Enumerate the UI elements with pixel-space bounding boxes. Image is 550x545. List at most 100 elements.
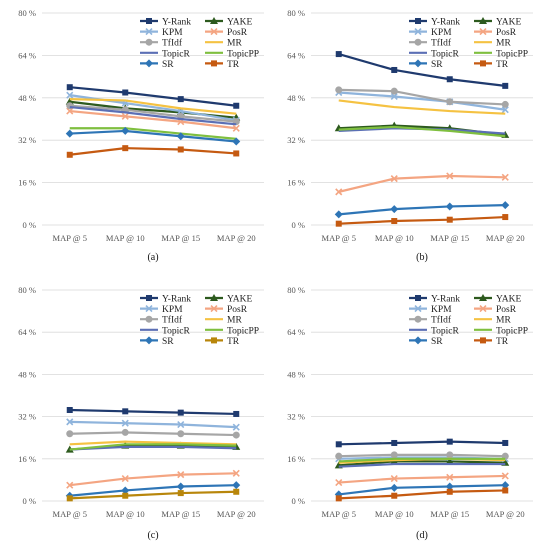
data-point-tfidf	[66, 430, 74, 438]
data-point-posr	[232, 469, 240, 477]
data-point-sr	[390, 205, 399, 214]
series-line-mr	[69, 98, 237, 115]
legend-marker	[480, 337, 486, 344]
data-point-y-rank	[233, 410, 240, 417]
legend-marker	[211, 337, 217, 344]
data-point-posr	[66, 481, 74, 489]
series-line-topicpp	[338, 457, 506, 463]
data-point-tr	[391, 492, 398, 499]
legend-marker	[210, 305, 218, 313]
data-point-posr	[177, 471, 185, 479]
series-line-posr	[338, 174, 506, 193]
series-line-sr	[69, 484, 237, 497]
chart-panel-3: 0 % 16 % 32 % 48 % 64 % 80 % MAP @ 5 MAP @ 10 MA…	[18, 285, 264, 541]
series-line-posr	[69, 472, 237, 487]
data-point-tr	[335, 220, 342, 227]
data-point-tr	[66, 151, 73, 158]
legend-label: TfIdf	[431, 315, 452, 326]
x-tick-label: MAP @ 5	[53, 233, 87, 243]
y-tick-label: 32 %	[287, 412, 305, 422]
legend-marker	[145, 59, 153, 68]
data-point-posr	[501, 173, 509, 181]
legend-label: TopicPP	[496, 49, 528, 59]
data-point-posr	[66, 107, 74, 115]
data-point-posr	[232, 124, 240, 132]
x-tick-label: MAP @ 10	[106, 233, 145, 243]
legend-marker	[480, 60, 486, 67]
data-point-y-rank	[335, 51, 342, 58]
series-line-topicr	[69, 105, 237, 126]
y-tick-label: 16 %	[18, 178, 36, 188]
data-point-y-rank	[122, 89, 129, 96]
series-line-kpm	[338, 91, 506, 111]
x-tick-label: MAP @ 15	[430, 509, 469, 519]
legend-label: TopicPP	[227, 49, 259, 59]
x-tick-label: MAP @ 15	[430, 233, 469, 243]
x-tick-label: MAP @ 20	[217, 509, 256, 519]
data-point-y-rank	[391, 66, 398, 73]
legend-label: MR	[227, 316, 242, 326]
data-point-y-rank	[446, 438, 453, 445]
data-point-posr	[501, 472, 509, 480]
data-point-sr	[121, 486, 130, 495]
data-point-tr	[177, 146, 184, 153]
legend-marker	[414, 336, 422, 345]
series-line-y-rank	[69, 408, 237, 416]
series-line-topicr	[69, 445, 237, 451]
data-point-kpm	[66, 418, 74, 426]
legend-marker	[414, 315, 422, 323]
legend-label: SR	[162, 337, 174, 347]
x-tick-label: MAP @ 20	[486, 233, 525, 243]
y-tick-label: 64 %	[18, 50, 36, 60]
legend-marker	[414, 59, 422, 68]
legend-label: TR	[496, 60, 509, 70]
series-line-posr	[338, 474, 506, 484]
series-line-topicpp	[338, 125, 506, 138]
series-line-tfidf	[338, 453, 506, 458]
series-line-posr	[69, 109, 237, 130]
legend-marker	[145, 305, 153, 313]
data-point-sr	[232, 137, 241, 146]
data-point-kpm	[121, 419, 129, 427]
data-point-posr	[446, 172, 454, 180]
legend-label: MR	[496, 39, 511, 49]
legend-label: MR	[227, 39, 242, 49]
y-tick-label: 32 %	[287, 135, 305, 145]
legend-label: KPM	[431, 305, 452, 315]
data-point-sr	[232, 481, 241, 490]
x-tick-label: MAP @ 5	[322, 509, 356, 519]
legend-label: YAKE	[227, 295, 253, 305]
y-tick-label: 16 %	[287, 178, 305, 188]
panel-label: (b)	[416, 252, 428, 263]
legend-marker	[415, 18, 421, 24]
legend-label: TopicPP	[227, 326, 259, 336]
series-line-tr	[69, 147, 237, 156]
legend-label: TR	[496, 337, 509, 347]
legend-marker	[210, 17, 218, 24]
data-point-tfidf	[335, 452, 343, 460]
y-tick-label: 32 %	[18, 135, 36, 145]
y-tick-label: 80 %	[18, 285, 36, 295]
data-point-tr	[233, 150, 240, 157]
series-line-kpm	[69, 420, 237, 429]
legend-label: TopicR	[162, 49, 190, 59]
legend-marker	[414, 38, 422, 46]
data-point-kpm	[232, 423, 240, 431]
chart-panel-4: 0 % 16 % 32 % 48 % 64 % 80 % MAP @ 5 MAP @ 10 MA…	[287, 285, 533, 541]
y-tick-label: 0 %	[23, 496, 36, 506]
legend-marker	[146, 18, 152, 24]
data-point-posr	[390, 175, 398, 183]
legend-marker	[414, 305, 422, 313]
y-tick-label: 64 %	[287, 50, 305, 60]
data-point-yake	[445, 457, 454, 465]
data-point-y-rank	[233, 102, 240, 109]
series-line-yake	[338, 460, 506, 467]
series-line-sr	[338, 484, 506, 496]
legend-label: TfIdf	[431, 38, 452, 49]
data-point-sr	[176, 482, 185, 491]
data-point-y-rank	[335, 441, 342, 448]
data-point-y-rank	[502, 82, 509, 89]
y-tick-label: 16 %	[287, 454, 305, 464]
chart-panel-2: 0 % 16 % 32 % 48 % 64 % 80 % MAP @ 5 MAP @ 10 MA…	[287, 8, 533, 263]
data-point-y-rank	[66, 407, 73, 414]
